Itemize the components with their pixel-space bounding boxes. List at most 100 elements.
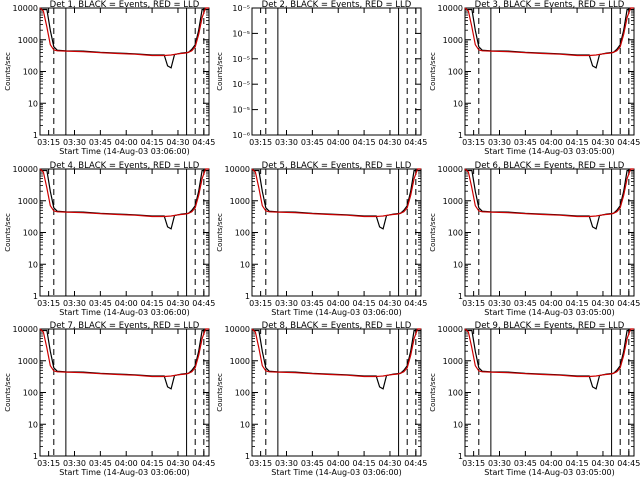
chart-panel-det-2: 03:15 03:30 03:45 04:00 04:15 04:30 04:45 10⁻⁶ 1…	[216, 0, 427, 147]
x-tick-label: 03:30	[275, 138, 298, 147]
x-tick-label: 03:30	[275, 459, 298, 468]
x-tick-label: 03:30	[488, 459, 511, 468]
x-tick-label: 03:45	[301, 459, 324, 468]
x-tick-label: 04:15	[141, 459, 164, 468]
x-tick-label: 03:30	[63, 138, 86, 147]
y-tick-label: 1	[33, 131, 38, 140]
x-tick-label: 04:45	[617, 299, 640, 308]
x-tick-label: 03:30	[275, 299, 298, 308]
panel-title: Det 9, BLACK = Events, RED = LLD	[475, 321, 625, 331]
y-tick-label: 100	[23, 229, 38, 238]
x-axis-label: Start Time (14-Aug-03 03:06:00)	[59, 468, 190, 477]
y-axis-label: Counts/sec	[216, 213, 224, 252]
x-tick-label: 04:00	[327, 459, 350, 468]
y-tick-label: 1	[245, 452, 250, 461]
y-tick-label: 1000	[230, 197, 250, 206]
plot-frame	[39, 328, 210, 457]
x-tick-label: 04:00	[115, 299, 138, 308]
y-axis-label: Counts/sec	[4, 52, 12, 91]
x-axis-label: Start Time (14-Aug-03 03:06:00)	[271, 308, 402, 317]
x-tick-label: 03:15	[249, 299, 272, 308]
y-tick-label: 10000	[13, 325, 38, 334]
x-tick-label: 04:30	[591, 299, 614, 308]
y-tick-label: 10	[28, 99, 38, 108]
y-axis-label: Counts/sec	[4, 373, 12, 412]
x-tick-label: 04:45	[404, 299, 427, 308]
x-axis-label: Start Time (14-Aug-03 03:05:00)	[484, 147, 615, 156]
series-line-events	[253, 329, 421, 390]
y-axis-label: Counts/sec	[216, 373, 224, 412]
y-tick-label: 1000	[230, 357, 250, 366]
chart-panel-det-6: 03:15 03:30 03:45 04:00 04:15 04:30 04:45 1 10 10…	[429, 161, 640, 317]
x-tick-label: 03:15	[462, 299, 485, 308]
x-tick-label: 04:00	[540, 459, 563, 468]
series-line-events	[466, 329, 634, 390]
x-tick-label: 04:30	[166, 459, 189, 468]
plot-frame	[464, 7, 635, 136]
x-tick-label: 04:00	[540, 138, 563, 147]
y-tick-label: 1000	[18, 36, 38, 45]
series-line-events	[466, 169, 634, 230]
x-tick-label: 04:45	[404, 459, 427, 468]
x-tick-label: 03:15	[249, 138, 272, 147]
x-tick-label: 04:15	[353, 299, 376, 308]
x-tick-label: 03:45	[514, 459, 537, 468]
x-axis-label: Start Time (14-Aug-03 03:06:00)	[271, 468, 402, 477]
y-axis-label: Counts/sec	[429, 373, 437, 412]
y-tick-label: 100	[448, 389, 463, 398]
x-tick-label: 03:15	[37, 138, 60, 147]
y-tick-label: 10⁻⁵	[232, 106, 250, 115]
series-line-events	[41, 169, 209, 230]
y-tick-label: 10	[453, 420, 463, 429]
plot-frame	[39, 168, 210, 297]
plot-frame	[39, 7, 210, 136]
series-line-lld	[39, 7, 209, 57]
series-line-lld	[251, 168, 421, 218]
x-tick-label: 04:45	[192, 138, 215, 147]
y-tick-label: 10000	[13, 4, 38, 13]
x-tick-label: 03:45	[301, 299, 324, 308]
plot-frame	[251, 168, 422, 297]
x-tick-label: 03:45	[301, 138, 324, 147]
x-tick-label: 03:15	[37, 459, 60, 468]
y-tick-label: 10000	[438, 165, 463, 174]
x-tick-label: 04:45	[192, 299, 215, 308]
x-tick-label: 04:00	[115, 459, 138, 468]
chart-panel-det-4: 03:15 03:30 03:45 04:00 04:15 04:30 04:45 1 10 10…	[4, 161, 215, 317]
y-tick-label: 100	[235, 229, 250, 238]
y-tick-label: 100	[23, 68, 38, 77]
y-tick-label: 10	[28, 260, 38, 269]
plot-frame	[251, 7, 422, 136]
y-tick-label: 1000	[443, 357, 463, 366]
panel-title: Det 8, BLACK = Events, RED = LLD	[262, 321, 412, 331]
y-tick-label: 100	[448, 229, 463, 238]
y-axis-label: Counts/sec	[429, 213, 437, 252]
x-tick-label: 03:45	[514, 299, 537, 308]
series-line-lld	[39, 168, 209, 218]
x-tick-label: 03:45	[89, 138, 112, 147]
x-tick-label: 04:30	[591, 459, 614, 468]
x-axis-label: Start Time (14-Aug-03 03:05:00)	[484, 308, 615, 317]
plot-frame	[464, 328, 635, 457]
panel-title: Det 1, BLACK = Events, RED = LLD	[50, 0, 200, 10]
y-tick-label: 1	[458, 131, 463, 140]
x-tick-label: 03:30	[488, 299, 511, 308]
y-axis-label: Counts/sec	[429, 52, 437, 91]
x-tick-label: 04:15	[353, 459, 376, 468]
x-tick-label: 04:30	[166, 299, 189, 308]
x-tick-label: 04:45	[617, 138, 640, 147]
series-line-lld	[464, 328, 634, 378]
x-tick-label: 03:15	[462, 459, 485, 468]
x-tick-label: 03:30	[488, 138, 511, 147]
x-tick-label: 04:15	[566, 299, 589, 308]
y-tick-label: 1000	[443, 36, 463, 45]
chart-panel-det-9: 03:15 03:30 03:45 04:00 04:15 04:30 04:45 1 10 10…	[429, 321, 640, 477]
x-tick-label: 03:45	[89, 459, 112, 468]
chart-panel-det-1: 03:15 03:30 03:45 04:00 04:15 04:30 04:45 1 10 10…	[4, 0, 215, 156]
series-line-lld	[464, 168, 634, 218]
x-tick-label: 04:15	[141, 138, 164, 147]
x-tick-label: 04:15	[566, 138, 589, 147]
y-tick-label: 1000	[443, 197, 463, 206]
panel-title: Det 7, BLACK = Events, RED = LLD	[50, 321, 200, 331]
